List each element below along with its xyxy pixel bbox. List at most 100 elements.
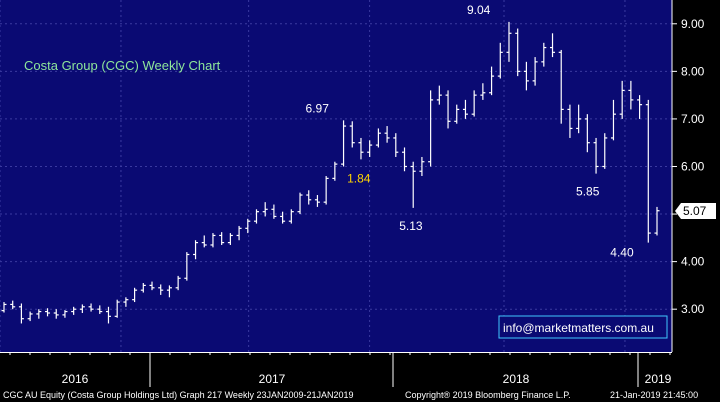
ohlc-bar: [637, 95, 643, 119]
ohlc-bar: [375, 128, 381, 148]
ohlc-bar: [480, 83, 486, 100]
footer-center: Copyright® 2019 Bloomberg Finance L.P.: [405, 390, 571, 400]
ohlc-bar: [323, 176, 329, 205]
ohlc-bar: [515, 28, 521, 77]
ohlc-bar: [175, 275, 181, 291]
ohlc-bar: [297, 192, 303, 215]
ohlc-series: [1, 21, 660, 324]
annotations-layer: 6.97 9.04 5.13 1.84 5.85 4.40: [306, 3, 634, 260]
x-axis: 2016 2017 2018 2019: [0, 352, 720, 387]
last-price-tag-shape: [675, 203, 716, 219]
ohlc-bar: [523, 61, 529, 91]
ohlc-bar: [10, 300, 16, 310]
ohlc-bar: [245, 218, 251, 234]
ohlc-bar: [428, 90, 434, 167]
annotation-label: 5.85: [576, 185, 600, 199]
annotation-label: 5.13: [399, 219, 423, 233]
ohlc-bar: [1, 302, 7, 313]
ohlc-bar: [550, 33, 556, 58]
ohlc-bar: [45, 308, 51, 317]
ohlc-bar: [610, 99, 616, 141]
ohlc-bar: [114, 299, 120, 318]
ohlc-bar: [497, 42, 503, 79]
ohlc-bar: [358, 137, 364, 160]
ohlc-bar: [140, 283, 146, 293]
ohlc-bar: [619, 80, 625, 119]
plot-area: [0, 0, 672, 352]
ohlc-bar: [27, 311, 33, 322]
ohlc-bar: [280, 211, 286, 224]
y-axis: 3.004.005.006.007.008.009.00: [671, 0, 705, 352]
annotation-label: 6.97: [306, 101, 330, 115]
ohlc-bar: [384, 126, 390, 143]
x-tick-label: 2018: [503, 372, 530, 386]
ohlc-bar: [436, 85, 442, 105]
ohlc-bar: [506, 21, 512, 62]
ohlc-bar: [471, 90, 477, 117]
x-tick-label: 2019: [645, 372, 672, 386]
ohlc-bar: [210, 233, 216, 248]
ohlc-bar: [349, 121, 355, 148]
footer-right: 21-Jan-2019 21:45:00: [610, 390, 698, 400]
ohlc-bar: [341, 120, 347, 167]
ohlc-bar: [184, 252, 190, 281]
ohlc-bar: [445, 90, 451, 129]
last-price-label: 5.07: [683, 204, 707, 218]
x-tick-label: 2017: [259, 372, 286, 386]
grid-layer: [0, 0, 672, 352]
ohlc-bar: [53, 309, 59, 319]
ohlc-bar: [410, 161, 416, 208]
chart-title: Costa Group (CGC) Weekly Chart: [24, 58, 221, 73]
ohlc-bar: [567, 104, 573, 138]
annotation-label: 4.40: [610, 246, 634, 260]
ohlc-bar: [71, 306, 77, 315]
ohlc-bar: [367, 140, 373, 157]
ohlc-bar: [253, 209, 259, 224]
ohlc-bar: [628, 80, 634, 110]
ohlc-bar: [97, 305, 103, 314]
ohlc-bar: [654, 206, 660, 236]
watermark-box[interactable]: info@marketmatters.com.au: [498, 315, 668, 339]
ohlc-bar: [532, 57, 538, 86]
ohlc-bar: [576, 104, 582, 134]
watermark-link[interactable]: info@marketmatters.com.au: [503, 321, 654, 335]
x-axis-band: [0, 352, 720, 387]
y-tick-label: 3.00: [681, 302, 705, 316]
ohlc-bar: [236, 225, 242, 241]
annotation-label: 9.04: [467, 3, 491, 17]
ohlc-bar: [62, 310, 68, 318]
footer-bar: [0, 387, 720, 402]
ohlc-bar: [541, 42, 547, 67]
ohlc-bar: [402, 147, 408, 172]
footer-left: CGC AU Equity (Costa Group Holdings Ltd)…: [3, 390, 354, 400]
ohlc-bar: [201, 235, 207, 248]
ohlc-bar: [158, 284, 164, 295]
last-price-tag: 5.07: [675, 203, 716, 219]
ohlc-bar: [123, 297, 129, 307]
y-tick-label: 6.00: [681, 159, 705, 173]
ohlc-bar: [166, 285, 172, 298]
ohlc-bar: [314, 195, 320, 207]
ohlc-bar: [584, 114, 590, 153]
ohlc-bar: [193, 240, 199, 260]
ohlc-bar: [462, 99, 468, 119]
y-tick-label: 4.00: [681, 255, 705, 269]
ohlc-bar: [79, 304, 85, 313]
ohlc-bar: [227, 233, 233, 245]
annotation-label: 1.84: [347, 172, 371, 186]
y-tick-label: 8.00: [681, 64, 705, 78]
ohlc-bar: [593, 137, 599, 174]
ohlc-bar: [332, 161, 338, 181]
ohlc-bar: [18, 303, 24, 324]
ohlc-bar: [645, 99, 651, 243]
ohlc-bar: [262, 202, 268, 217]
ohlc-bar: [88, 303, 94, 312]
ohlc-bar: [602, 133, 608, 169]
ohlc-bar: [105, 306, 111, 324]
ohlc-bar: [36, 309, 42, 319]
ohlc-bar: [419, 156, 425, 176]
ohlc-bar: [132, 287, 138, 303]
ohlc-bar: [271, 204, 277, 219]
